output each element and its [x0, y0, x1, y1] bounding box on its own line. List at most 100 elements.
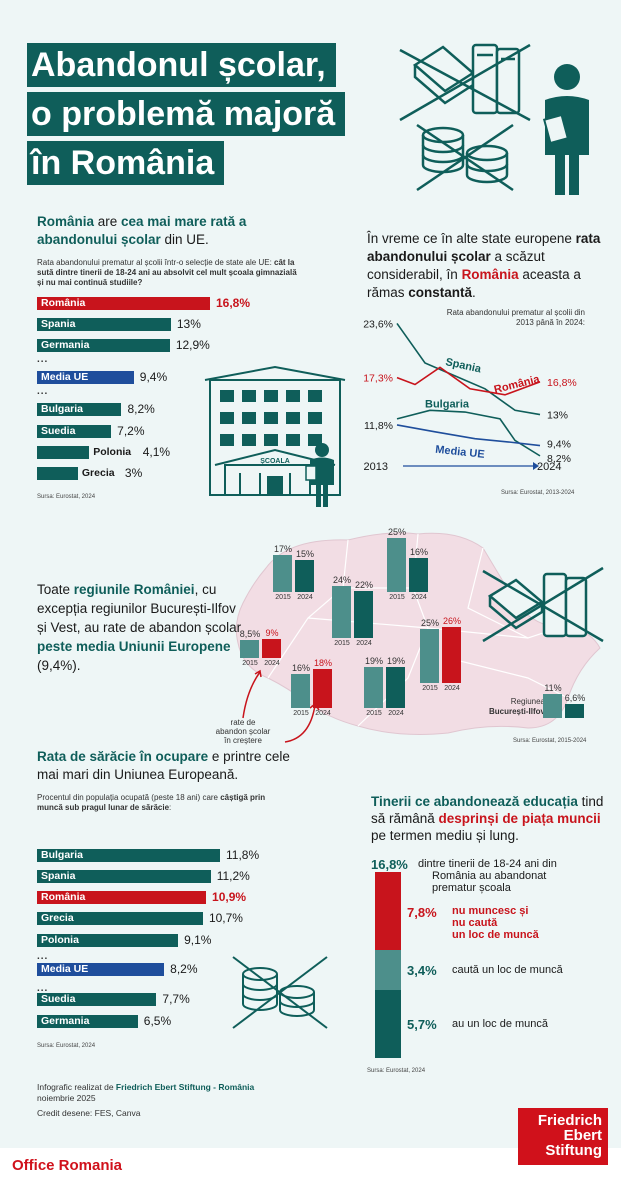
region-bar	[442, 627, 461, 683]
x-label: 2013	[364, 461, 388, 473]
heading-text: aceasta a rămas	[367, 267, 581, 300]
bar-1: Spania	[37, 870, 211, 883]
region-value: 16%	[291, 662, 310, 673]
books-crossed-illustration	[482, 566, 604, 643]
bar-6	[37, 446, 90, 459]
section2-heading: În vreme ce în alte state europene rata …	[367, 230, 607, 302]
heading-bold: desprinși de piața muncii	[438, 811, 601, 826]
segment-value: 7,8%	[407, 905, 437, 920]
region-value: 17%	[273, 544, 292, 555]
bar-value: 11,8%	[226, 848, 260, 862]
region-value: 6,6%	[564, 692, 586, 703]
subtitle-text: Rata abandonului prematur al școlii într…	[37, 258, 275, 267]
region-value: 19%	[386, 656, 405, 667]
heading-text: e printre cele mai mari din Uniunea Euro…	[37, 749, 290, 782]
region-year: 2024	[315, 710, 331, 717]
credit-drawings: Credit desene: FES, Canva	[37, 1108, 141, 1118]
series-name: Spania	[444, 356, 483, 375]
region-bar	[387, 538, 406, 592]
bar-7: Germania	[37, 1015, 138, 1028]
text-bold: peste media Uniunii Europene	[37, 639, 231, 654]
region-bar	[565, 703, 584, 718]
heading-text: are	[94, 214, 122, 229]
series-name: Bulgaria	[425, 398, 470, 410]
series-line-0	[396, 322, 541, 416]
region-bar	[386, 667, 405, 708]
cross-line	[416, 123, 514, 192]
region-bar	[543, 694, 562, 718]
region-bar	[262, 638, 281, 658]
title-line-1: Abandonul școlar,	[27, 43, 336, 87]
ellipsis: ...	[37, 386, 49, 397]
credit-date: noiembrie 2025	[37, 1093, 96, 1103]
source-note: Sursa: Eurostat, 2013-2024	[501, 490, 575, 496]
cross-line	[399, 43, 531, 122]
region-year: 2024	[388, 710, 404, 717]
bar-2: România	[37, 891, 207, 904]
title-line-2: o problemă majoră	[27, 92, 346, 136]
credit-bold: Friedrich Ebert Stiftung - România	[115, 1082, 255, 1092]
series-name: Media UE	[435, 444, 485, 461]
total-text-line: România au abandonat	[432, 870, 547, 882]
label-line: Regiunea	[510, 697, 545, 706]
stack-segment-0	[375, 857, 401, 950]
region-year: 2015	[366, 710, 382, 717]
bar-value: 7,2%	[117, 424, 145, 438]
fes-logo[interactable]: Friedrich Ebert Stiftung	[518, 1108, 608, 1165]
stack-segment-1	[375, 949, 401, 991]
heading-text: din UE.	[160, 232, 209, 247]
region-bar	[354, 590, 373, 638]
heading-bold: România	[461, 267, 519, 282]
cross-line	[399, 48, 531, 122]
bar-value: 3%	[124, 466, 143, 480]
bar-value: 10,7%	[208, 911, 243, 925]
bar-4: Polonia	[37, 934, 179, 947]
annotation-line: rate de	[230, 718, 256, 727]
source-note: Sursa: Eurostat, 2024	[367, 1068, 426, 1074]
region-year: 2015	[422, 685, 438, 692]
text-plain: Toate	[37, 582, 74, 597]
region-year: 2015	[275, 594, 291, 601]
region-year: 2024	[264, 660, 280, 667]
boy-icon	[305, 443, 334, 507]
annotation-arrows	[242, 669, 320, 743]
heading-bold: Rata de sărăcie în ocupare	[37, 749, 209, 764]
region-value: 11%	[544, 683, 562, 694]
books-icon	[412, 43, 521, 115]
segment-value: 5,7%	[407, 1017, 437, 1033]
region-value: 25%	[420, 618, 439, 629]
ellipsis: ...	[37, 951, 49, 962]
section4-subtitle: Procentul din populația ocupată (peste 1…	[37, 793, 292, 813]
region-value: 26%	[442, 616, 461, 627]
total-text: dintre tinerii de 18-24 ani din	[418, 858, 557, 870]
region-value: 16%	[409, 546, 428, 557]
region-value: 19%	[364, 656, 383, 667]
bar-value: 13%	[176, 317, 201, 331]
bar-value: 4,1%	[142, 445, 171, 459]
text-bold: regiunile României	[73, 582, 195, 597]
total-value: 16,8%	[371, 857, 410, 872]
heading-bold: cea mai mare rată a abandonului școlar	[37, 214, 247, 247]
series-name: România	[493, 373, 542, 396]
ellipsis: ...	[37, 354, 49, 365]
region-bar	[409, 557, 428, 592]
bucharest-label: Regiunea București-Ilfov	[485, 697, 545, 717]
source-note: Sursa: Eurostat, 2015-2024	[513, 738, 587, 744]
bar-3: Grecia	[37, 912, 203, 925]
segment-text: caută un loc de muncă	[452, 964, 563, 977]
region-value: 8,5%	[239, 628, 261, 639]
region-bar	[332, 586, 351, 638]
subtitle-text: :	[169, 803, 172, 812]
region-year: 2024	[356, 640, 372, 647]
arrow-head	[533, 462, 539, 470]
bar-1: Spania	[37, 318, 171, 331]
end-label: 16,8%	[547, 377, 577, 389]
bar-3: Media UE	[37, 371, 134, 384]
line-chart-title: Rata abandonului prematur al școlii din …	[446, 308, 585, 327]
segment-value: 3,4%	[407, 963, 437, 979]
section4-heading: Rata de sărăcie în ocupare e printre cel…	[37, 748, 307, 784]
source-note: Sursa: Eurostat, 2024	[37, 494, 96, 500]
ellipsis: ...	[37, 983, 49, 994]
total-text-line: dintre tinerii de 18-24 ani din	[418, 858, 557, 870]
bar-2: Germania	[37, 339, 170, 352]
